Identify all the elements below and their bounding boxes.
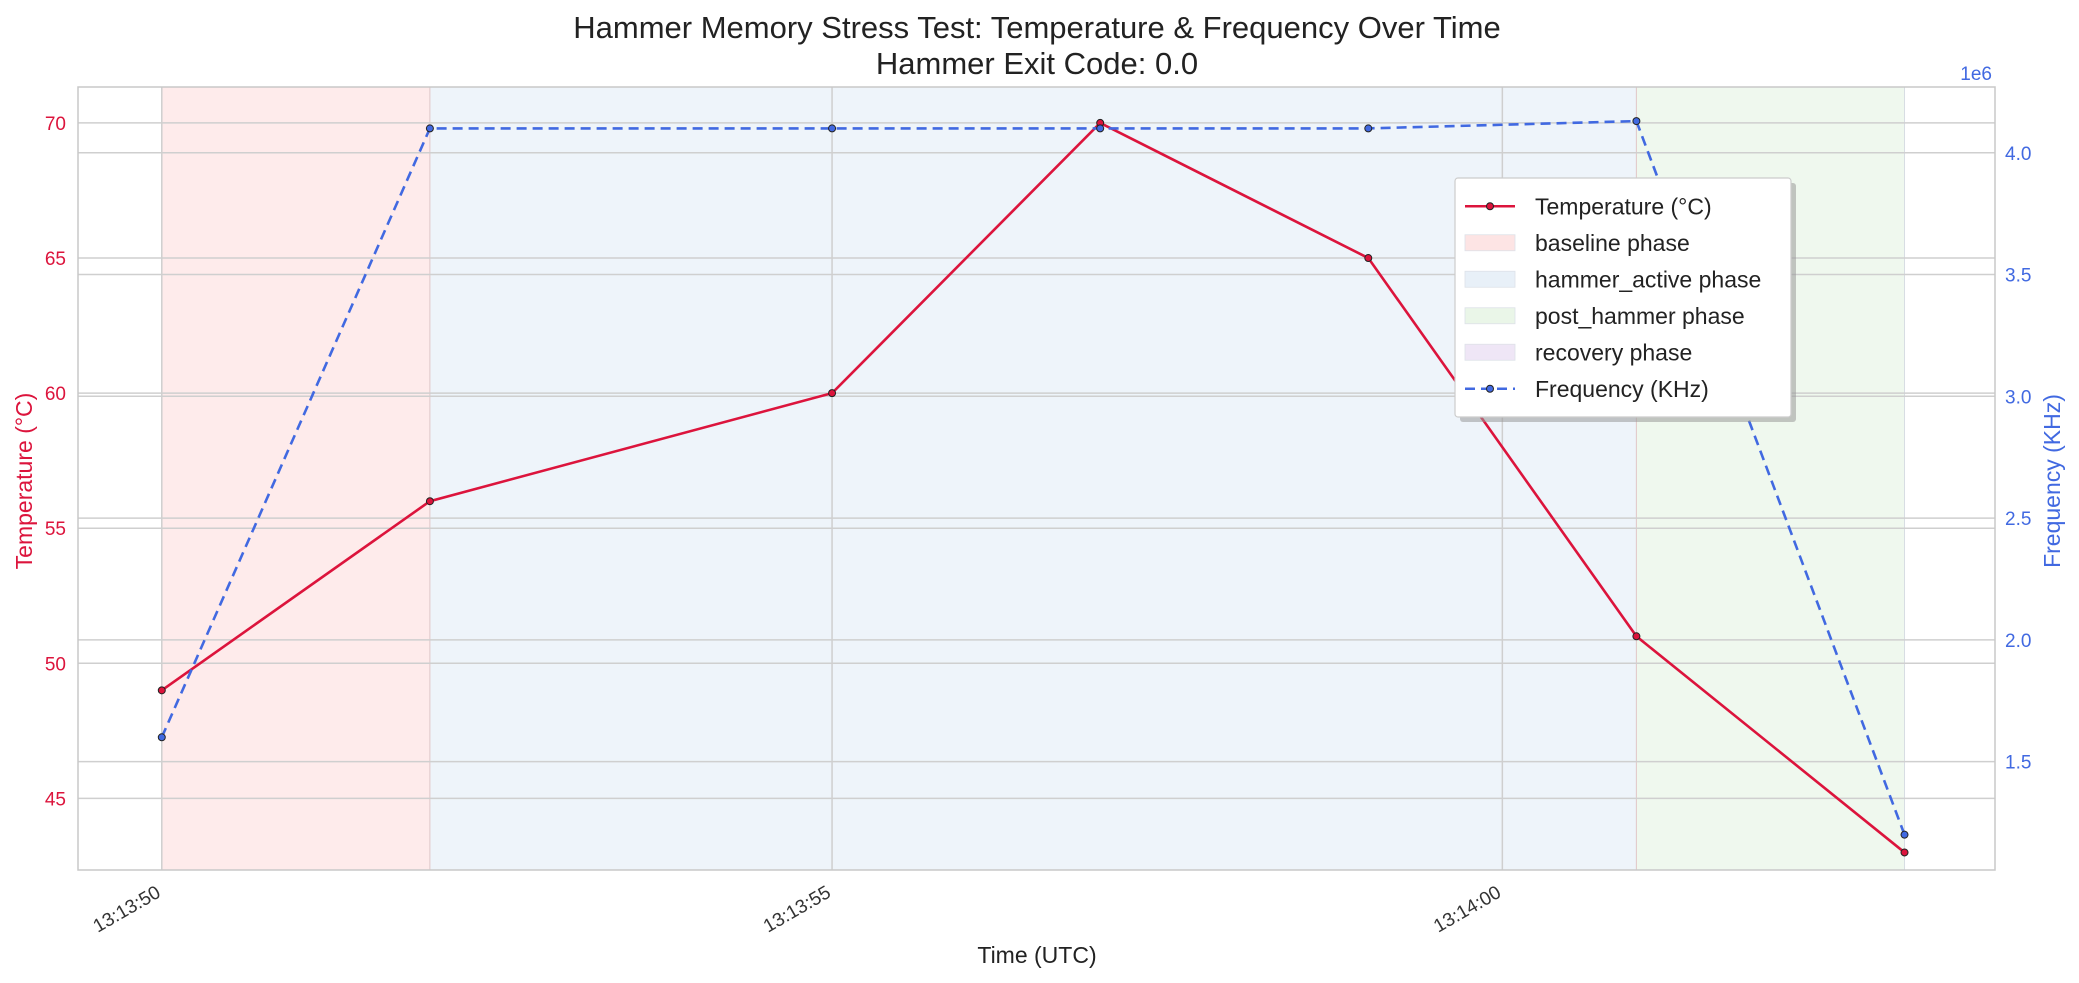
x-tick-label: 13:14:00 xyxy=(1430,882,1505,937)
legend-label: baseline phase xyxy=(1535,230,1690,256)
temperature-point xyxy=(425,497,434,506)
x-tick-label: 13:13:55 xyxy=(760,882,835,937)
y-right-tick-label: 3.5 xyxy=(2005,266,2031,287)
legend-label: hammer_active phase xyxy=(1535,266,1761,292)
chart-subtitle: Hammer Exit Code: 0.0 xyxy=(876,46,1198,81)
y-right-tick-label: 2.0 xyxy=(2005,631,2031,652)
y-left-tick-label: 55 xyxy=(45,519,66,540)
legend: Temperature (°C) baseline phase hammer_act… xyxy=(1454,177,1796,422)
legend-label: Frequency (KHz) xyxy=(1535,376,1709,402)
frequency-point xyxy=(1632,117,1641,126)
temperature-point xyxy=(1632,632,1641,641)
legend-label: recovery phase xyxy=(1535,339,1692,365)
legend-label: post_hammer phase xyxy=(1535,303,1745,329)
legend-marker xyxy=(1486,202,1494,211)
frequency-point xyxy=(1364,124,1373,133)
y-left-tick-label: 60 xyxy=(45,384,66,405)
y-right-tick-label: 4.0 xyxy=(2005,144,2031,165)
y-right-tick-label: 2.5 xyxy=(2005,509,2031,530)
x-tick-label: 13:13:50 xyxy=(90,882,165,937)
temperature-point xyxy=(1900,848,1909,857)
legend-label: Temperature (°C) xyxy=(1535,193,1712,219)
y-left-tick-label: 45 xyxy=(45,789,66,810)
y-left-tick-label: 65 xyxy=(45,249,66,270)
temperature-point xyxy=(1364,254,1373,263)
frequency-point xyxy=(1900,830,1909,839)
y-right-tick-label: 1.5 xyxy=(2005,753,2031,774)
plot-frame xyxy=(77,86,1996,871)
y-axis-right-multiplier: 1e6 xyxy=(1960,64,1992,85)
y-left-tick-label: 70 xyxy=(45,114,66,135)
frequency-point xyxy=(828,124,837,133)
y-left-tick-label: 50 xyxy=(45,654,66,675)
chart-title: Hammer Memory Stress Test: Temperature &… xyxy=(573,10,1500,45)
legend-swatch xyxy=(1464,307,1516,325)
frequency-point xyxy=(157,733,166,742)
legend-swatch xyxy=(1464,343,1516,361)
temperature-point xyxy=(828,389,837,398)
legend-swatch xyxy=(1464,270,1516,288)
x-axis-label: Time (UTC) xyxy=(977,942,1096,968)
phase-band xyxy=(429,87,1637,870)
series xyxy=(157,117,1909,857)
y-right-tick-label: 3.0 xyxy=(2005,387,2031,408)
legend-box xyxy=(1454,177,1792,418)
temperature-point xyxy=(157,686,166,695)
y-axis-left-label: Temperature (°C) xyxy=(11,393,37,570)
phase-band xyxy=(161,87,430,870)
frequency-point xyxy=(1096,124,1105,133)
y-axis-right-label: Frequency (KHz) xyxy=(2039,394,2065,568)
legend-marker xyxy=(1486,384,1494,393)
legend-swatch xyxy=(1464,234,1516,252)
frequency-point xyxy=(425,124,434,133)
